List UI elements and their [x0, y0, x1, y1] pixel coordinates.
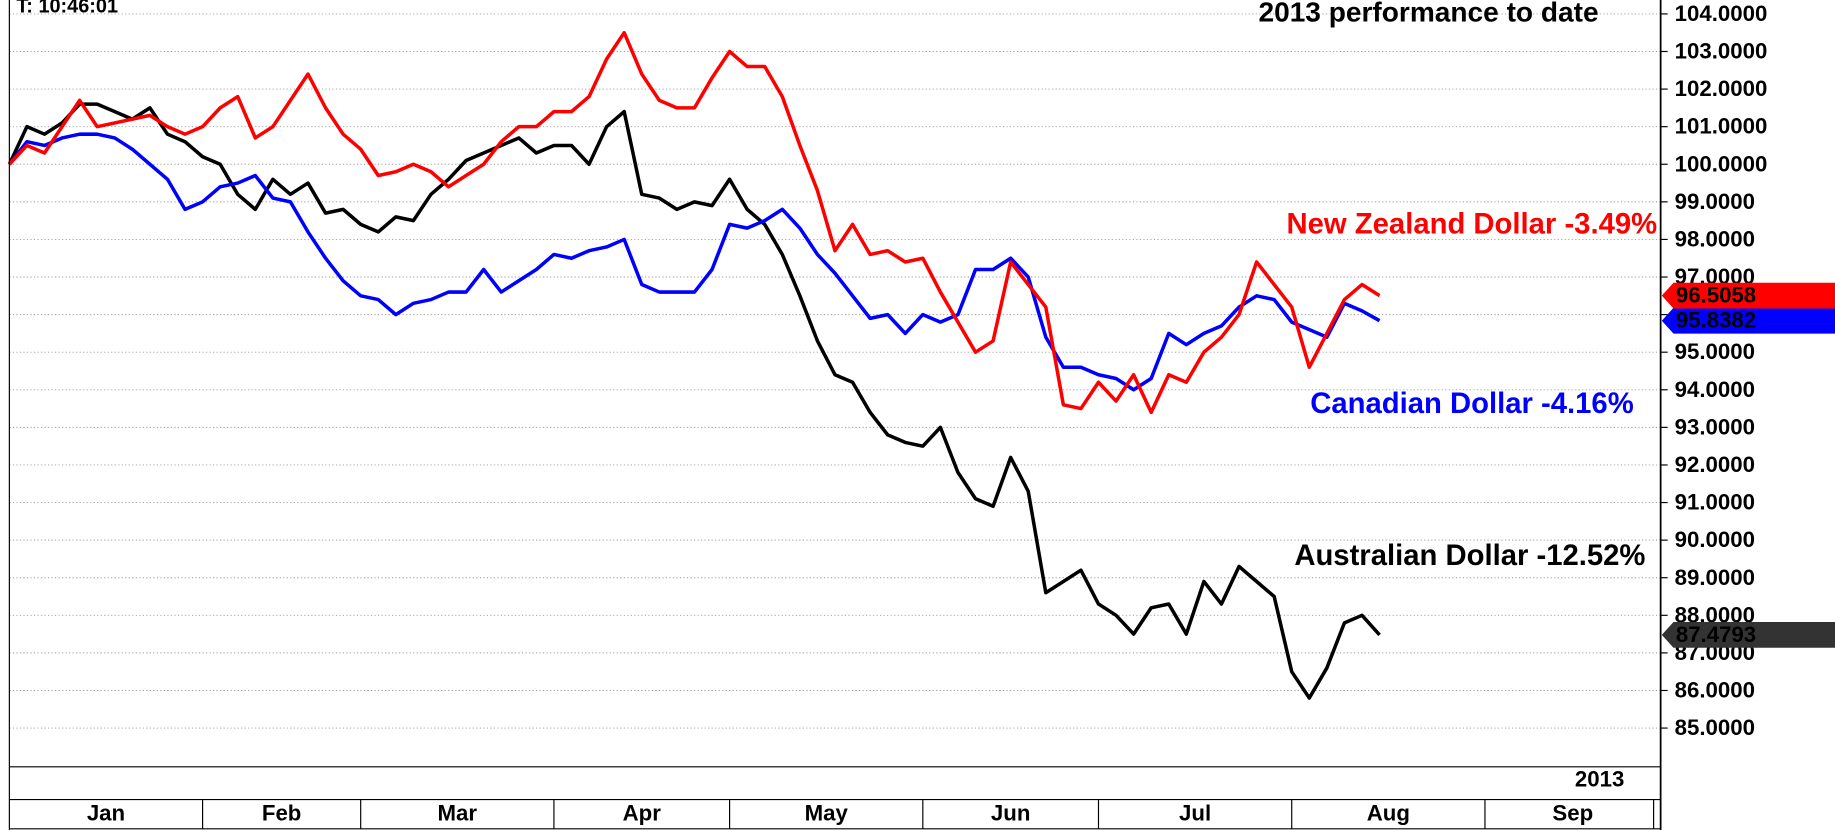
- y-tick-label: 89.0000: [1675, 565, 1755, 590]
- series-line: [7, 132, 1381, 392]
- y-tick-label: 92.0000: [1675, 452, 1755, 477]
- series-annotation: Australian Dollar -12.52%: [1294, 540, 1645, 572]
- last-value-tag: [1661, 282, 1835, 309]
- x-tick-label: Sep: [1552, 801, 1593, 826]
- y-tick-label: 95.0000: [1675, 339, 1755, 364]
- y-tick-label: 104.0000: [1675, 1, 1768, 26]
- year-label: 2013: [1575, 767, 1624, 792]
- y-tick-label: 103.0000: [1675, 39, 1768, 64]
- series-annotation: New Zealand Dollar -3.49%: [1287, 209, 1658, 241]
- last-value-label: 87.4793: [1676, 622, 1756, 647]
- last-value-tag: [1661, 307, 1835, 334]
- series-annotation: Canadian Dollar -4.16%: [1310, 388, 1633, 420]
- x-axis: Jan Feb Mar Apr May Jun Jul Aug Sep: [87, 799, 1655, 829]
- y-tick-label: 98.0000: [1675, 226, 1755, 251]
- y-tick-label: 101.0000: [1675, 114, 1768, 139]
- x-tick-label: Aug: [1367, 801, 1410, 826]
- x-tick-label: Jan: [87, 801, 125, 826]
- last-value-tag: [1661, 622, 1835, 648]
- lines: [7, 30, 1381, 700]
- x-tick-label: Jun: [991, 801, 1031, 826]
- chart-title: 2013 performance to date: [1258, 0, 1598, 27]
- last-value-label: 95.8382: [1676, 308, 1756, 333]
- y-tick-label: 85.0000: [1675, 715, 1755, 740]
- x-tick-label: Apr: [623, 801, 662, 826]
- y-tick-label: 86.0000: [1675, 678, 1755, 703]
- x-tick-label: Jul: [1179, 801, 1211, 826]
- y-tick-label: 100.0000: [1675, 151, 1768, 176]
- y-tick-label: 99.0000: [1675, 189, 1755, 214]
- y-tick-label: 94.0000: [1675, 377, 1755, 402]
- x-tick-label: Mar: [438, 801, 478, 826]
- x-tick-label: Feb: [262, 801, 302, 826]
- grid: [9, 13, 1661, 729]
- last-value-label: 96.5058: [1676, 283, 1756, 308]
- series-line: [8, 30, 1381, 415]
- y-tick-label: 102.0000: [1675, 76, 1768, 101]
- x-tick-label: May: [805, 801, 849, 826]
- y-tick-label: 90.0000: [1675, 527, 1755, 552]
- series-line: [7, 102, 1381, 700]
- time-label: T: 10:46:01: [16, 0, 118, 17]
- y-tick-label: 93.0000: [1675, 414, 1755, 439]
- y-tick-label: 91.0000: [1675, 490, 1755, 515]
- y-axis: 85.000086.000087.000088.000089.000090.00…: [1660, 1, 1768, 740]
